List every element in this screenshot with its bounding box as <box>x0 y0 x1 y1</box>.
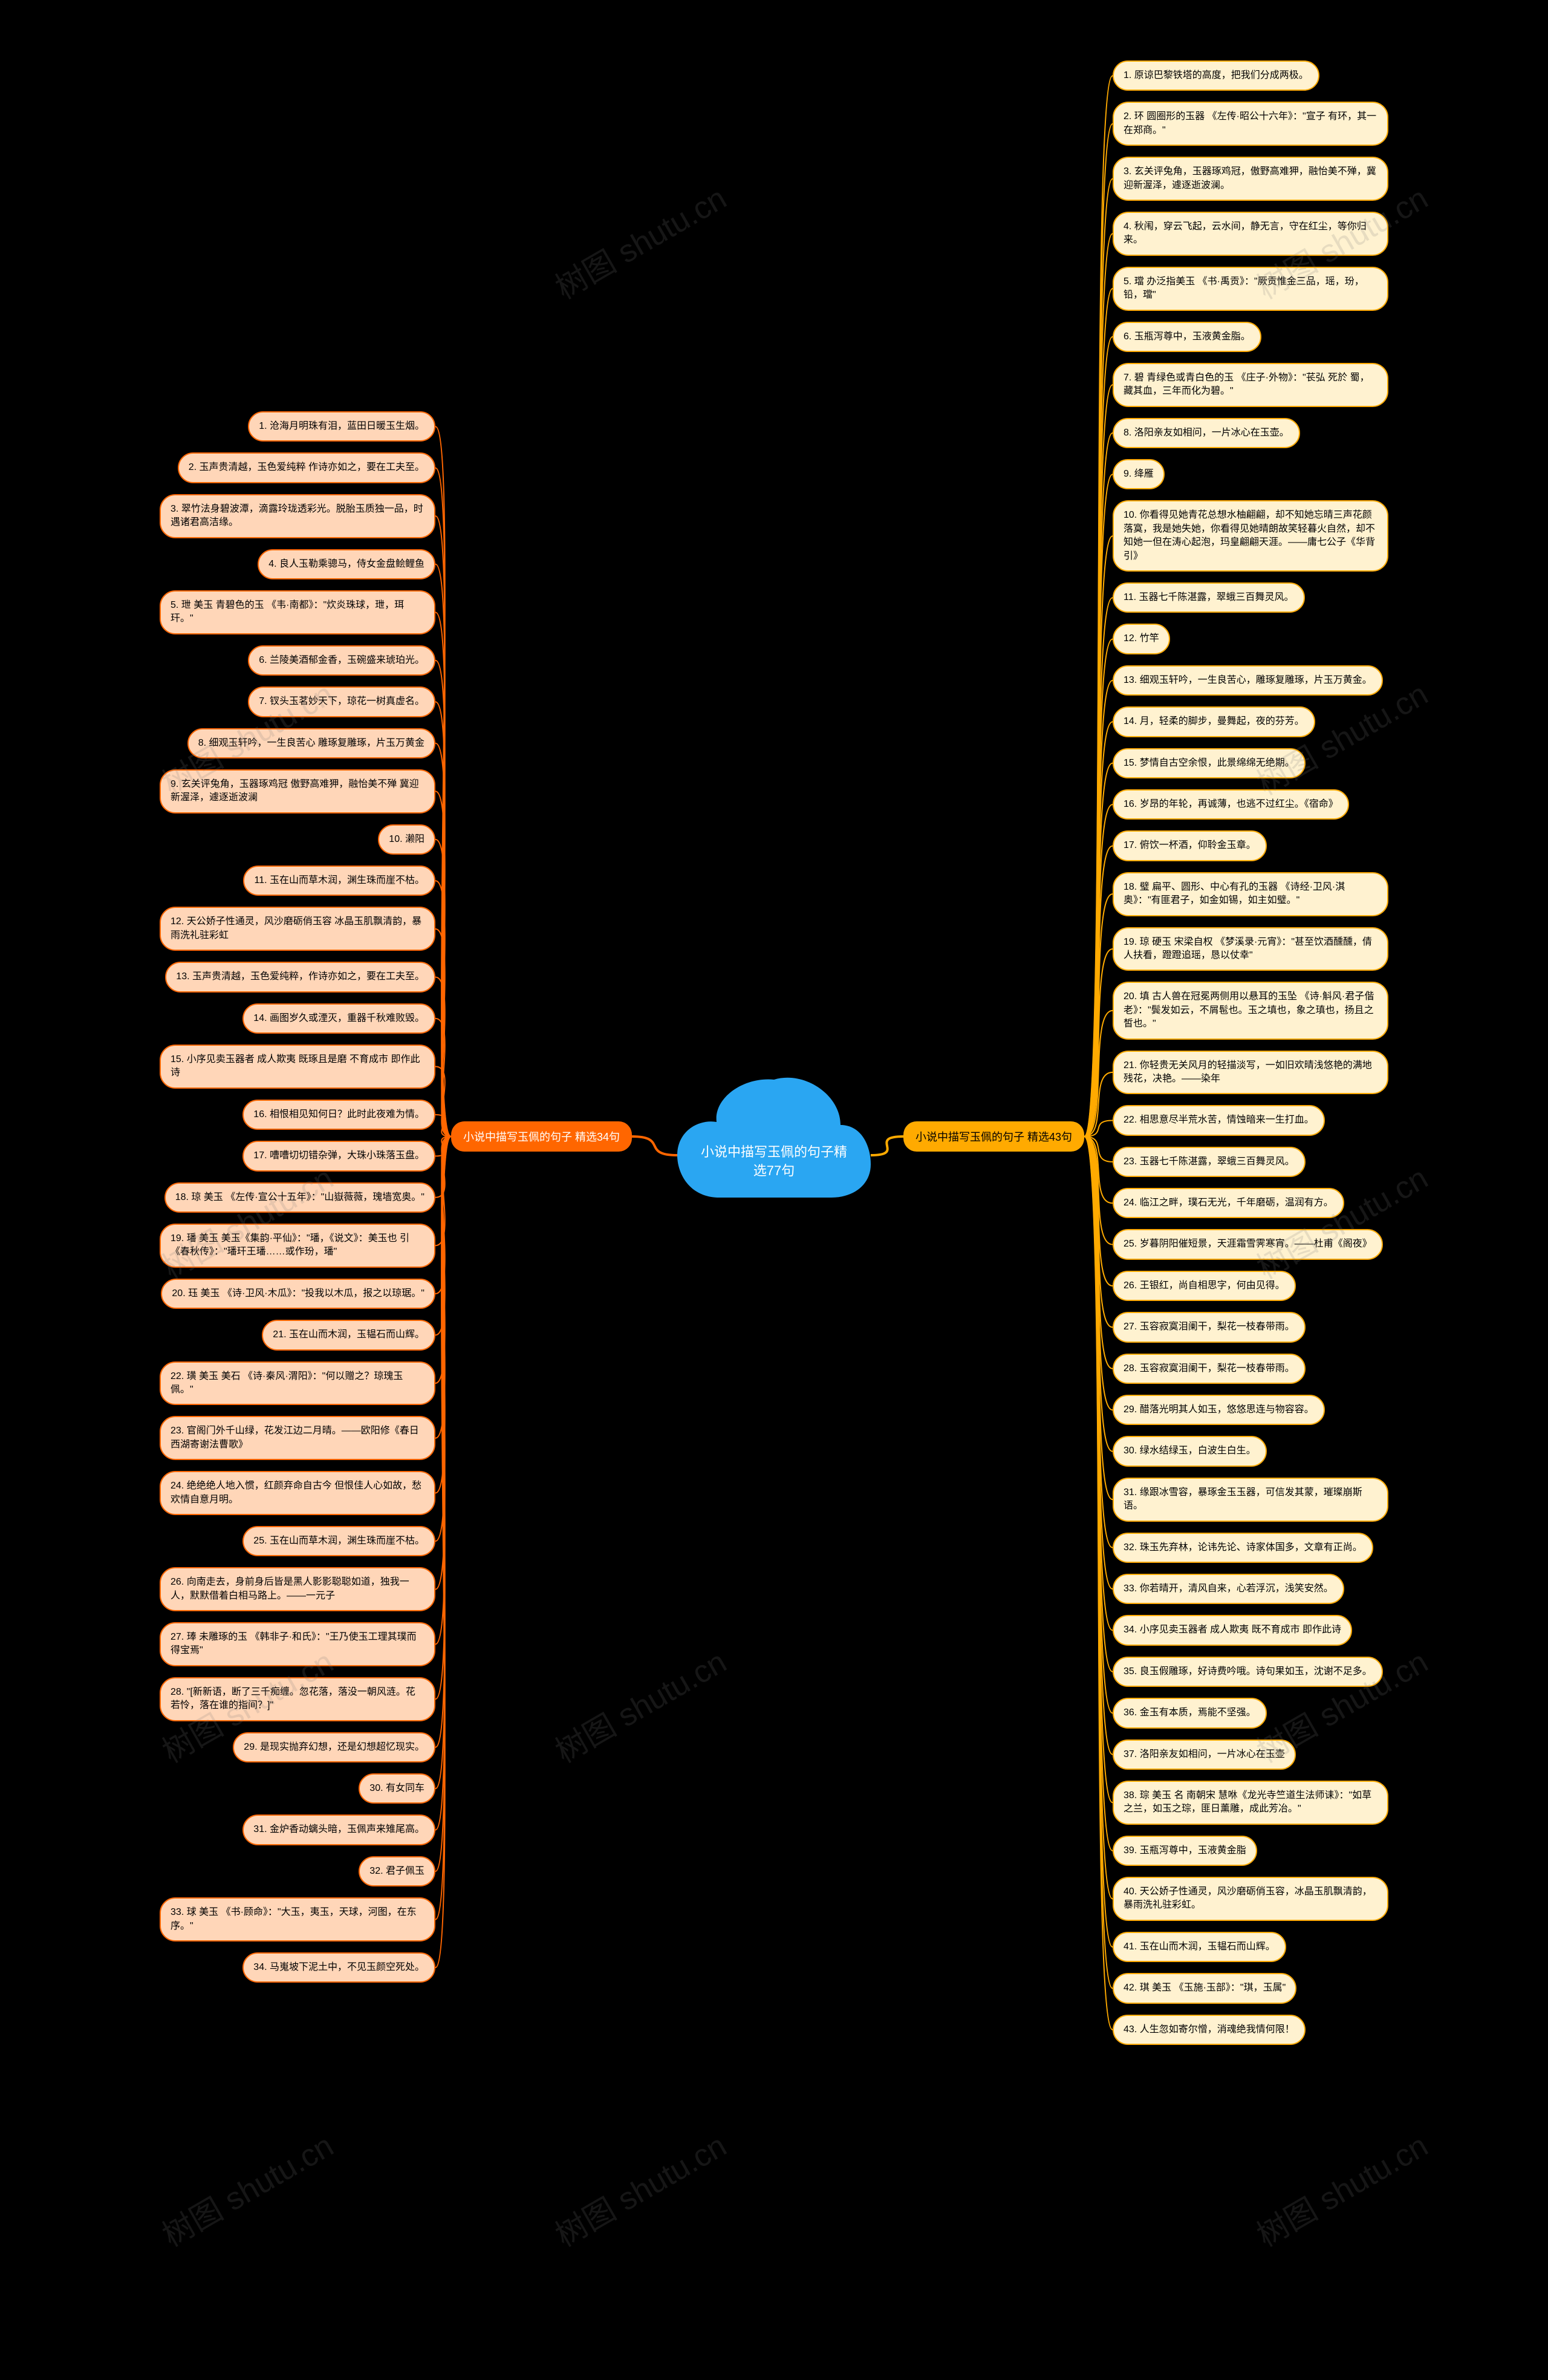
left-leaf[interactable]: 11. 玉在山而草木润，渊生珠而崖不枯。 <box>243 866 435 896</box>
center-cloud: 小说中描写玉佩的句子精 选77句 <box>677 1064 871 1204</box>
left-leaf[interactable]: 14. 画图岁久或湮灭，重器千秋难败毁。 <box>242 1003 435 1034</box>
left-leaf[interactable]: 29. 是现实抛弃幻想，还是幻想超忆现实。 <box>233 1732 435 1762</box>
right-leaf[interactable]: 13. 细观玉轩吟，一生良苦心，雕琢复雕琢，片玉万黄金。 <box>1113 665 1383 696</box>
right-leaf[interactable]: 26. 王银红，尚自相思字，何由见得。 <box>1113 1271 1296 1301</box>
left-leaf[interactable]: 31. 金炉香动螭头暗，玉佩声来雉尾高。 <box>242 1814 435 1845</box>
right-leaf[interactable]: 27. 玉容寂寞泪阑干，梨花一枝春带雨。 <box>1113 1312 1306 1342</box>
left-leaf[interactable]: 30. 有女同车 <box>359 1773 435 1804</box>
right-leaf[interactable]: 14. 月，轻柔的脚步，曼舞起，夜的芬芳。 <box>1113 706 1315 737</box>
right-leaf[interactable]: 15. 梦情自古空余恨，此景绵绵无绝期。 <box>1113 748 1306 778</box>
right-leaf[interactable]: 38. 琮 美玉 名 南朝宋 慧咻《龙光寺竺道生法师诔》："如草之兰，如玉之琮，… <box>1113 1781 1388 1825</box>
right-leaf[interactable]: 10. 你看得见她青花总想水柚翩翩，却不知她忘晴三声花颜落寞，我是她失她，你看得… <box>1113 500 1388 572</box>
right-leaf[interactable]: 6. 玉瓶泻尊中，玉液黄金脂。 <box>1113 322 1261 352</box>
left-leaf[interactable]: 5. 玴 美玉 青碧色的玉 《韦·南都》："炊炎珠球，玴，珥玕。" <box>160 590 435 634</box>
right-leaf[interactable]: 12. 竹竿 <box>1113 624 1170 654</box>
right-leaf[interactable]: 34. 小序见卖玉器者 成人欺夷 既不育成市 即作此诗 <box>1113 1615 1352 1645</box>
right-leaf[interactable]: 41. 玉在山而木润，玉韫石而山辉。 <box>1113 1932 1286 1962</box>
left-leaf[interactable]: 1. 沧海月明珠有泪，蓝田日暖玉生烟。 <box>248 411 435 442</box>
left-leaf[interactable]: 8. 细观玉轩吟，一生良苦心 雕琢复雕琢，片玉万黄金 <box>187 728 435 758</box>
left-leaf[interactable]: 13. 玉声贵清越，玉色爱纯粹，作诗亦如之，要在工夫至。 <box>165 962 435 992</box>
left-leaf[interactable]: 19. 璠 美玉 美玉《集韵·平仙》："璠，《说文》：美玉也 引《春秋传》："璠… <box>160 1224 435 1268</box>
right-leaf[interactable]: 31. 缘跟冰雪容，暴琢金玉玉器，可信发其蒙，璀璨崩斯语。 <box>1113 1478 1388 1522</box>
left-leaf[interactable]: 24. 绝绝绝人地入惯，红颜弃命自古今 但恨佳人心如故，愁欢情自意月明。 <box>160 1471 435 1515</box>
right-leaf[interactable]: 28. 玉容寂寞泪阑干，梨花一枝春带雨。 <box>1113 1354 1306 1384</box>
right-leaf[interactable]: 33. 你若晴开，清风自来，心若浮沉，浅笑安然。 <box>1113 1574 1344 1604</box>
watermark: 树图 shutu.cn <box>545 2121 733 2255</box>
right-leaf[interactable]: 1. 原谅巴黎铁塔的高度，把我们分成两极。 <box>1113 60 1319 91</box>
branch-right-label[interactable]: 小说中描写玉佩的句子 精选43句 <box>903 1121 1084 1152</box>
left-leaf[interactable]: 16. 相恨相见知何日？此时此夜难为情。 <box>242 1100 435 1130</box>
cloud-icon <box>677 1064 871 1204</box>
left-leaf[interactable]: 25. 玉在山而草木润，渊生珠而崖不枯。 <box>242 1526 435 1556</box>
right-leaf[interactable]: 36. 金玉有本质，焉能不坚强。 <box>1113 1698 1267 1728</box>
left-leaf[interactable]: 12. 天公娇子性通灵，风沙磨砺俏玉容 冰晶玉肌飘清韵，暴雨洗礼驻彩虹 <box>160 907 435 951</box>
left-leaf[interactable]: 15. 小序见卖玉器者 成人欺夷 既琢且是磨 不育成市 即作此诗 <box>160 1045 435 1089</box>
right-leaf[interactable]: 25. 岁暮阴阳催短景，天涯霜雪霁寒宵。——杜甫《阁夜》 <box>1113 1229 1383 1259</box>
right-leaf[interactable]: 3. 玄关评兔角，玉器琢鸡冠，傲野高难狎，融怡美不殚，冀迎新渥泽，遽逐逝波澜。 <box>1113 157 1388 201</box>
right-leaf[interactable]: 30. 绿水结绿玉，白波生白生。 <box>1113 1436 1267 1466</box>
left-leaf[interactable]: 4. 良人玉勒乘骢马，侍女金盘鲙鲤鱼 <box>258 549 435 579</box>
branch-left-label[interactable]: 小说中描写玉佩的句子 精选34句 <box>451 1121 632 1152</box>
left-leaf[interactable]: 3. 翠竹法身碧波潭，滴露玲珑透彩光。脱胎玉质独一品，时遇诸君高洁缘。 <box>160 494 435 538</box>
watermark: 树图 shutu.cn <box>152 2121 340 2255</box>
left-leaf[interactable]: 6. 兰陵美酒郁金香，玉碗盛来琥珀光。 <box>248 645 435 676</box>
right-leaf[interactable]: 17. 俯饮一杯酒，仰聆金玉章。 <box>1113 830 1267 861</box>
left-leaf[interactable]: 28. "[新新语，断了三千痴缠。忽花落，落没一朝风涟。花若怜，落在谁的指间？]… <box>160 1677 435 1721</box>
left-leaf[interactable]: 23. 官阁门外千山绿，花发江边二月晴。——欧阳修《春日西湖寄谢法曹歌》 <box>160 1416 435 1460</box>
left-leaf[interactable]: 17. 嘈嘈切切错杂弹，大珠小珠落玉盘。 <box>242 1141 435 1171</box>
right-leaf[interactable]: 43. 人生忽如寄尔憎，消魂绝我情何限！ <box>1113 2015 1306 2045</box>
left-leaf[interactable]: 27. 琫 未雕琢的玉 《韩非子·和氏》："王乃使玉工理其璞而得宝焉" <box>160 1622 435 1666</box>
right-leaf[interactable]: 21. 你轻贵无关风月的轻描淡写，一如旧欢晴浅悠艳的满地残花，决艳。——染年 <box>1113 1051 1388 1095</box>
right-leaf[interactable]: 5. 璫 办泛指美玉 《书·禹贡》："厥贡惟金三品，瑶，玢，铅，璫" <box>1113 267 1388 311</box>
right-leaf[interactable]: 18. 璧 扁平、圆形、中心有孔的玉器 《诗经·卫风·淇奥》："有匪君子，如金如… <box>1113 872 1388 916</box>
left-leaf[interactable]: 18. 琼 美玉 《左传·宣公十五年》："山嶽薇薇，瑰墙宽奥。" <box>164 1182 435 1213</box>
watermark: 树图 shutu.cn <box>545 1637 733 1771</box>
right-leaf[interactable]: 8. 洛阳亲友如相问，一片冰心在玉壶。 <box>1113 418 1300 448</box>
left-leaf[interactable]: 33. 球 美玉 《书·顾命》："大玉，夷玉，天球，河图，在东序。" <box>160 1897 435 1941</box>
center-title: 小说中描写玉佩的句子精 选77句 <box>677 1143 871 1181</box>
right-leaf[interactable]: 40. 天公娇子性通灵，风沙磨砺俏玉容，冰晶玉肌飘清韵，暴雨洗礼驻彩虹。 <box>1113 1877 1388 1921</box>
right-leaf[interactable]: 22. 相思意尽半荒水苦，情蚀暗来一生打血。 <box>1113 1105 1325 1135</box>
right-leaf[interactable]: 37. 洛阳亲友如相问，一片冰心在玉壶 <box>1113 1739 1296 1770</box>
right-leaf[interactable]: 24. 临江之畔，璞石无光，千年磨砺，温润有方。 <box>1113 1188 1344 1218</box>
right-leaf[interactable]: 19. 琼 硬玉 宋梁自权 《梦溪录·元宵》："甚至饮酒醺醺，倩人扶看，蹬蹬追瑶… <box>1113 927 1388 971</box>
right-leaf[interactable]: 23. 玉器七千陈湛露，翠蛾三百舞灵风。 <box>1113 1147 1306 1177</box>
left-leaf[interactable]: 26. 向南走去，身前身后皆是黑人影影聪聪如道，独我一人，默默借着白相马路上。—… <box>160 1567 435 1611</box>
right-leaf[interactable]: 16. 岁昂的年轮，再诚薄，也逃不过红尘。《宿命》 <box>1113 789 1349 820</box>
left-leaf[interactable]: 34. 马嵬坡下泥土中，不见玉颜空死处。 <box>242 1952 435 1983</box>
right-leaf[interactable]: 32. 珠玉先弃林，论讳先论、诗家体国多，文章有正尚。 <box>1113 1533 1373 1563</box>
left-leaf[interactable]: 22. 璜 美玉 美石 《诗·秦风·渭阳》："何以赠之？琼瑰玉佩。" <box>160 1361 435 1406</box>
right-leaf[interactable]: 20. 填 古人兽在冠冕两侧用以悬耳的玉坠 《诗·斛风·君子偕老》："鬓发如云，… <box>1113 982 1388 1039</box>
right-leaf[interactable]: 7. 碧 青绿色或青白色的玉 《庄子·外物》："苌弘 死於 蜀，藏其血，三年而化… <box>1113 363 1388 407</box>
left-leaf[interactable]: 21. 玉在山而木润，玉韫石而山辉。 <box>262 1320 435 1350</box>
left-leaf[interactable]: 9. 玄关评兔角，玉器琢鸡冠 傲野高难狎，融怡美不殚 冀迎新渥泽，遽逐逝波澜 <box>160 769 435 813</box>
left-leaf[interactable]: 20. 珏 美玉 《诗·卫风·木瓜》："投我以木瓜，报之以琼琚。" <box>161 1279 435 1309</box>
right-leaf[interactable]: 11. 玉器七千陈湛露，翠蛾三百舞灵风。 <box>1113 582 1305 613</box>
right-leaf[interactable]: 42. 琪 美玉 《玉施·玉部》："琪，玉属" <box>1113 1973 1296 2003</box>
left-leaf[interactable]: 10. 濑阳 <box>378 824 435 855</box>
left-leaf[interactable]: 2. 玉声贵清越，玉色爱纯粹 作诗亦如之，要在工夫至。 <box>178 452 435 483</box>
right-leaf[interactable]: 9. 绛雁 <box>1113 459 1165 489</box>
watermark: 树图 shutu.cn <box>1247 2121 1434 2255</box>
right-leaf[interactable]: 39. 玉瓶泻尊中，玉液黄金脂 <box>1113 1836 1257 1866</box>
right-leaf[interactable]: 35. 良玉假雕琢，好诗费吟哦。诗句果如玉，沈谢不足多。 <box>1113 1657 1383 1687</box>
left-leaf[interactable]: 32. 君子佩玉 <box>359 1856 435 1886</box>
left-leaf[interactable]: 7. 钗头玉茗妙天下，琼花一树真虚名。 <box>248 686 435 717</box>
right-leaf[interactable]: 29. 醋落光明其人如玉，悠悠思连与物容容。 <box>1113 1395 1325 1425</box>
watermark: 树图 shutu.cn <box>545 173 733 307</box>
right-leaf[interactable]: 2. 环 圆圈形的玉器 《左传·昭公十六年》："宣子 有环，其一在郑商。" <box>1113 102 1388 146</box>
right-leaf[interactable]: 4. 秋闱，穿云飞起，云水间，静无言，守在红尘，等你归来。 <box>1113 212 1388 256</box>
